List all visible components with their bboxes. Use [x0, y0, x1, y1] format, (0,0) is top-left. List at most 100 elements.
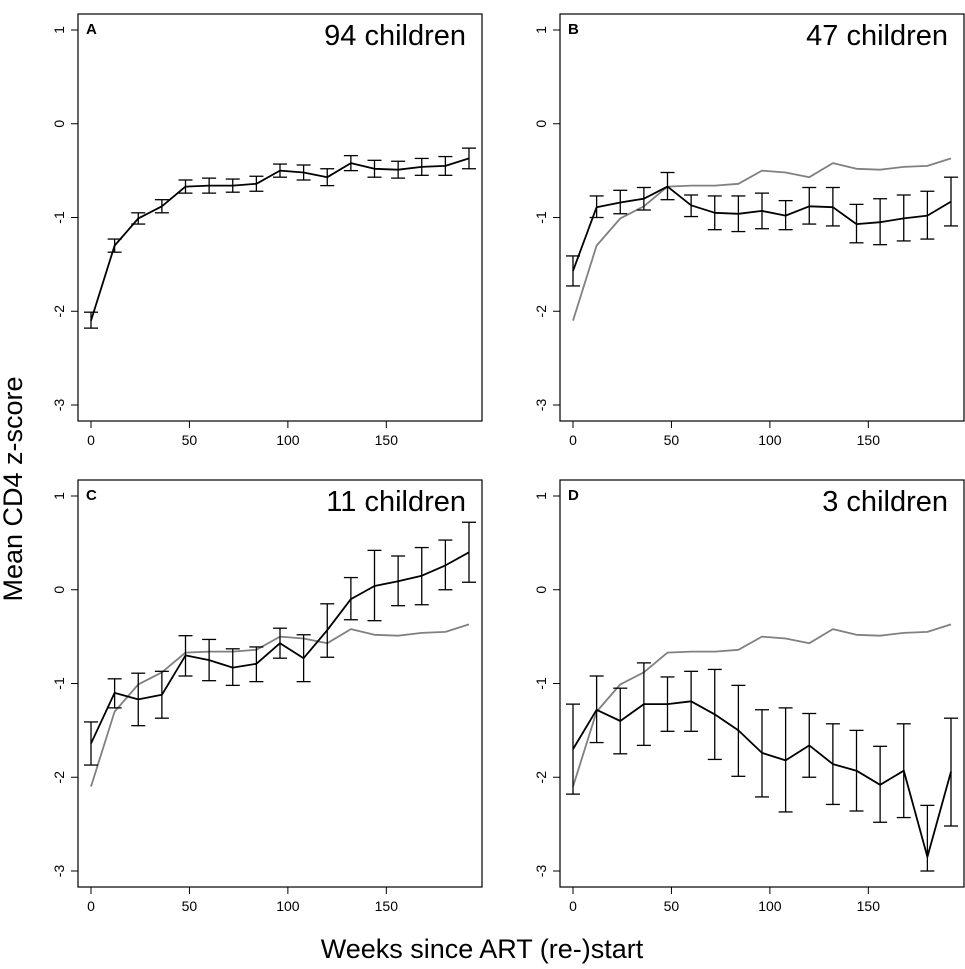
- panel-d: 0 50 100 150 1 0 -1 -2 -3 D 3 children: [533, 479, 965, 914]
- x-tick-label: 100: [758, 432, 782, 448]
- error-bar: [462, 521, 476, 583]
- error-bar: [849, 203, 864, 244]
- x-tick-label: 0: [569, 898, 577, 914]
- x-tick-label: 0: [87, 432, 95, 448]
- error-bar: [343, 576, 358, 621]
- y-tick-label: 1: [51, 492, 67, 500]
- x-tick-label: 150: [375, 432, 399, 448]
- error-bar: [273, 627, 287, 659]
- panel-title: 47 children: [806, 20, 948, 52]
- y-tick-label: 0: [51, 586, 67, 594]
- error-bar: [438, 539, 453, 591]
- error-bar: [296, 164, 311, 181]
- error-bar: [320, 168, 335, 187]
- y-tick-label: 1: [533, 492, 549, 500]
- error-bar: [414, 157, 429, 176]
- error-bar: [684, 194, 699, 218]
- y-tick-label: -2: [533, 305, 549, 318]
- panel-c: 0 50 100 150 1 0 -1 -2 -3 C 11 children: [51, 479, 483, 914]
- y-tick-label: -3: [533, 399, 549, 412]
- x-tick-label: 150: [857, 432, 881, 448]
- error-bar: [589, 675, 604, 744]
- panel-a: 0 50 100 150 1 0 -1 -2 -3 A 94 children: [51, 13, 483, 448]
- y-axis-label: Mean CD4 z-score: [0, 376, 28, 601]
- error-bar: [613, 189, 628, 215]
- x-tick-label: 50: [182, 898, 198, 914]
- y-tick-label: -2: [51, 771, 67, 784]
- y-tick-label: -1: [533, 677, 549, 690]
- error-bar: [391, 160, 406, 179]
- error-bar: [636, 662, 651, 747]
- error-bar: [707, 668, 722, 761]
- error-bar: [225, 648, 240, 687]
- panel-title: 94 children: [324, 20, 466, 52]
- x-tick-label: 100: [758, 898, 782, 914]
- error-bar: [131, 212, 146, 225]
- reference-line: [572, 157, 952, 321]
- y-tick-label: 0: [533, 120, 549, 128]
- y-tick-label: -3: [51, 399, 67, 412]
- y-tick-label: 1: [533, 26, 549, 34]
- x-tick-label: 150: [857, 898, 881, 914]
- y-tick-label: -1: [51, 677, 67, 690]
- x-tick-label: 0: [569, 432, 577, 448]
- error-bar: [731, 195, 746, 233]
- error-bar: [84, 721, 98, 766]
- error-bar: [755, 709, 769, 798]
- error-bar: [873, 745, 888, 823]
- x-axis-label: Weeks since ART (re-)start: [321, 934, 644, 964]
- panel-letter: B: [568, 21, 579, 38]
- error-bar: [249, 175, 264, 192]
- error-bar: [178, 179, 193, 194]
- error-bar: [778, 707, 793, 813]
- error-bar: [273, 163, 287, 178]
- error-bar: [320, 603, 335, 658]
- y-tick-label: -2: [51, 305, 67, 318]
- y-tick-label: -3: [51, 865, 67, 878]
- error-bar: [873, 198, 888, 246]
- error-bar: [731, 684, 746, 777]
- error-bar: [778, 199, 793, 231]
- error-bar: [107, 678, 122, 709]
- reference-line: [572, 623, 952, 787]
- error-bar: [613, 687, 628, 755]
- error-bar: [131, 672, 146, 727]
- x-tick-label: 50: [664, 432, 680, 448]
- error-bar: [202, 638, 217, 682]
- error-bar: [178, 635, 193, 677]
- error-bar: [660, 171, 675, 201]
- error-bar: [367, 549, 382, 622]
- x-tick-label: 0: [87, 898, 95, 914]
- error-bar: [367, 159, 382, 178]
- error-bar: [920, 804, 935, 872]
- y-tick-label: 0: [51, 120, 67, 128]
- x-tick-label: 50: [182, 432, 198, 448]
- error-bar: [343, 154, 358, 172]
- error-bar: [589, 195, 604, 219]
- error-bar: [944, 176, 958, 227]
- error-bar: [849, 729, 864, 812]
- error-bar: [944, 717, 958, 827]
- error-bar: [84, 311, 98, 329]
- y-tick-label: -3: [533, 865, 549, 878]
- error-bar: [225, 178, 240, 193]
- panel-title: 3 children: [822, 486, 948, 518]
- error-bar: [107, 238, 122, 253]
- error-bar: [296, 634, 311, 683]
- error-bar: [414, 546, 429, 606]
- error-bar: [802, 186, 817, 225]
- panel-letter: C: [86, 487, 97, 504]
- error-bar: [566, 255, 580, 287]
- error-bar: [755, 192, 769, 230]
- error-bar: [154, 670, 169, 719]
- error-bar: [707, 195, 722, 231]
- error-bar: [154, 199, 169, 214]
- error-bar: [896, 194, 911, 242]
- panel-letter: A: [86, 21, 97, 38]
- error-bar: [660, 676, 675, 732]
- panel-b: 0 50 100 150 1 0 -1 -2 -3 B 47 children: [533, 13, 965, 448]
- x-tick-label: 100: [276, 898, 300, 914]
- y-tick-label: 1: [51, 26, 67, 34]
- x-tick-label: 100: [276, 432, 300, 448]
